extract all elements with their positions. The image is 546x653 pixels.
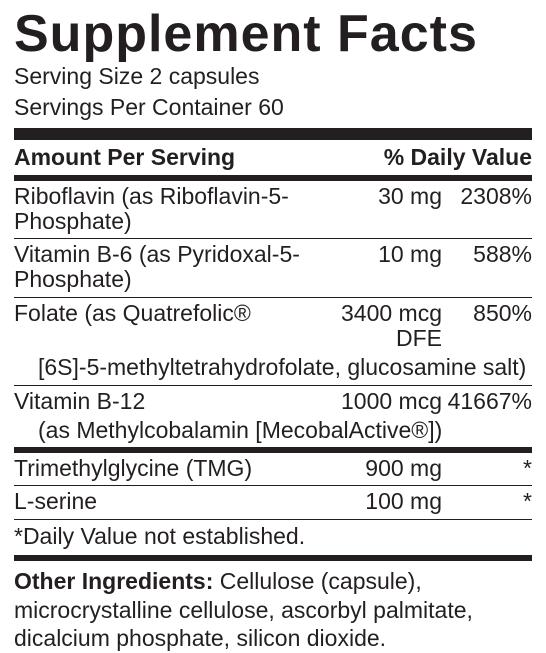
table-row: Folate (as Quatrefolic® 3400 mcg DFE 850…	[14, 298, 532, 356]
nutrient-name: Trimethylglycine (TMG)	[14, 456, 302, 481]
table-row: Riboflavin (as Riboflavin-5-Phosphate) 3…	[14, 181, 532, 239]
other-ingredients: Other Ingredients: Cellulose (capsule), …	[14, 567, 532, 653]
rule-thick-top	[14, 128, 532, 140]
table-row: Trimethylglycine (TMG) 900 mg *	[14, 453, 532, 485]
nutrient-amount: 100 mg	[302, 489, 442, 514]
nutrient-name: Riboflavin (as Riboflavin-5-Phosphate)	[14, 184, 302, 235]
table-header: Amount Per Serving % Daily Value	[14, 140, 532, 175]
serving-size-label: Serving Size	[14, 63, 143, 89]
servings-per-container-label: Servings Per Container	[14, 94, 252, 120]
nutrient-amount: 3400 mcg DFE	[302, 301, 442, 352]
nutrient-dv: 850%	[442, 301, 532, 326]
nutrient-subline: [6S]-5-methyltetrahydrofolate, glucosami…	[14, 355, 532, 384]
dv-footnote: *Daily Value not established.	[14, 520, 532, 555]
panel-title: Supplement Facts	[14, 8, 532, 60]
nutrient-amount: 900 mg	[302, 456, 442, 481]
nutrient-name: Folate (as Quatrefolic®	[14, 301, 302, 326]
header-daily-value: % Daily Value	[382, 144, 532, 171]
serving-size-line: Serving Size 2 capsules	[14, 62, 532, 91]
nutrient-dv: 2308%	[442, 184, 532, 209]
rule-bottom	[14, 555, 532, 561]
nutrient-amount: 1000 mcg	[302, 389, 442, 414]
other-ingredients-label: Other Ingredients:	[14, 568, 213, 594]
nutrient-name: L-serine	[14, 489, 302, 514]
serving-size-value: 2 capsules	[150, 63, 260, 89]
servings-per-container-value: 60	[258, 94, 284, 120]
nutrient-dv: *	[442, 456, 532, 481]
nutrient-name: Vitamin B-6 (as Pyridoxal-5-Phosphate)	[14, 242, 302, 293]
nutrient-dv: *	[442, 489, 532, 514]
nutrient-dv: 41667%	[442, 389, 532, 414]
nutrient-amount: 10 mg	[302, 242, 442, 267]
table-row: Vitamin B-6 (as Pyridoxal-5-Phosphate) 1…	[14, 239, 532, 297]
nutrient-amount: 30 mg	[302, 184, 442, 209]
nutrient-name: Vitamin B-12	[14, 389, 302, 414]
table-row: L-serine 100 mg *	[14, 486, 532, 518]
header-amount-per-serving: Amount Per Serving	[14, 144, 382, 171]
table-row: Vitamin B-12 1000 mcg 41667%	[14, 386, 532, 418]
servings-per-container-line: Servings Per Container 60	[14, 93, 532, 122]
nutrient-subline: (as Methylcobalamin [MecobalActive®])	[14, 418, 532, 447]
nutrient-dv: 588%	[442, 242, 532, 267]
